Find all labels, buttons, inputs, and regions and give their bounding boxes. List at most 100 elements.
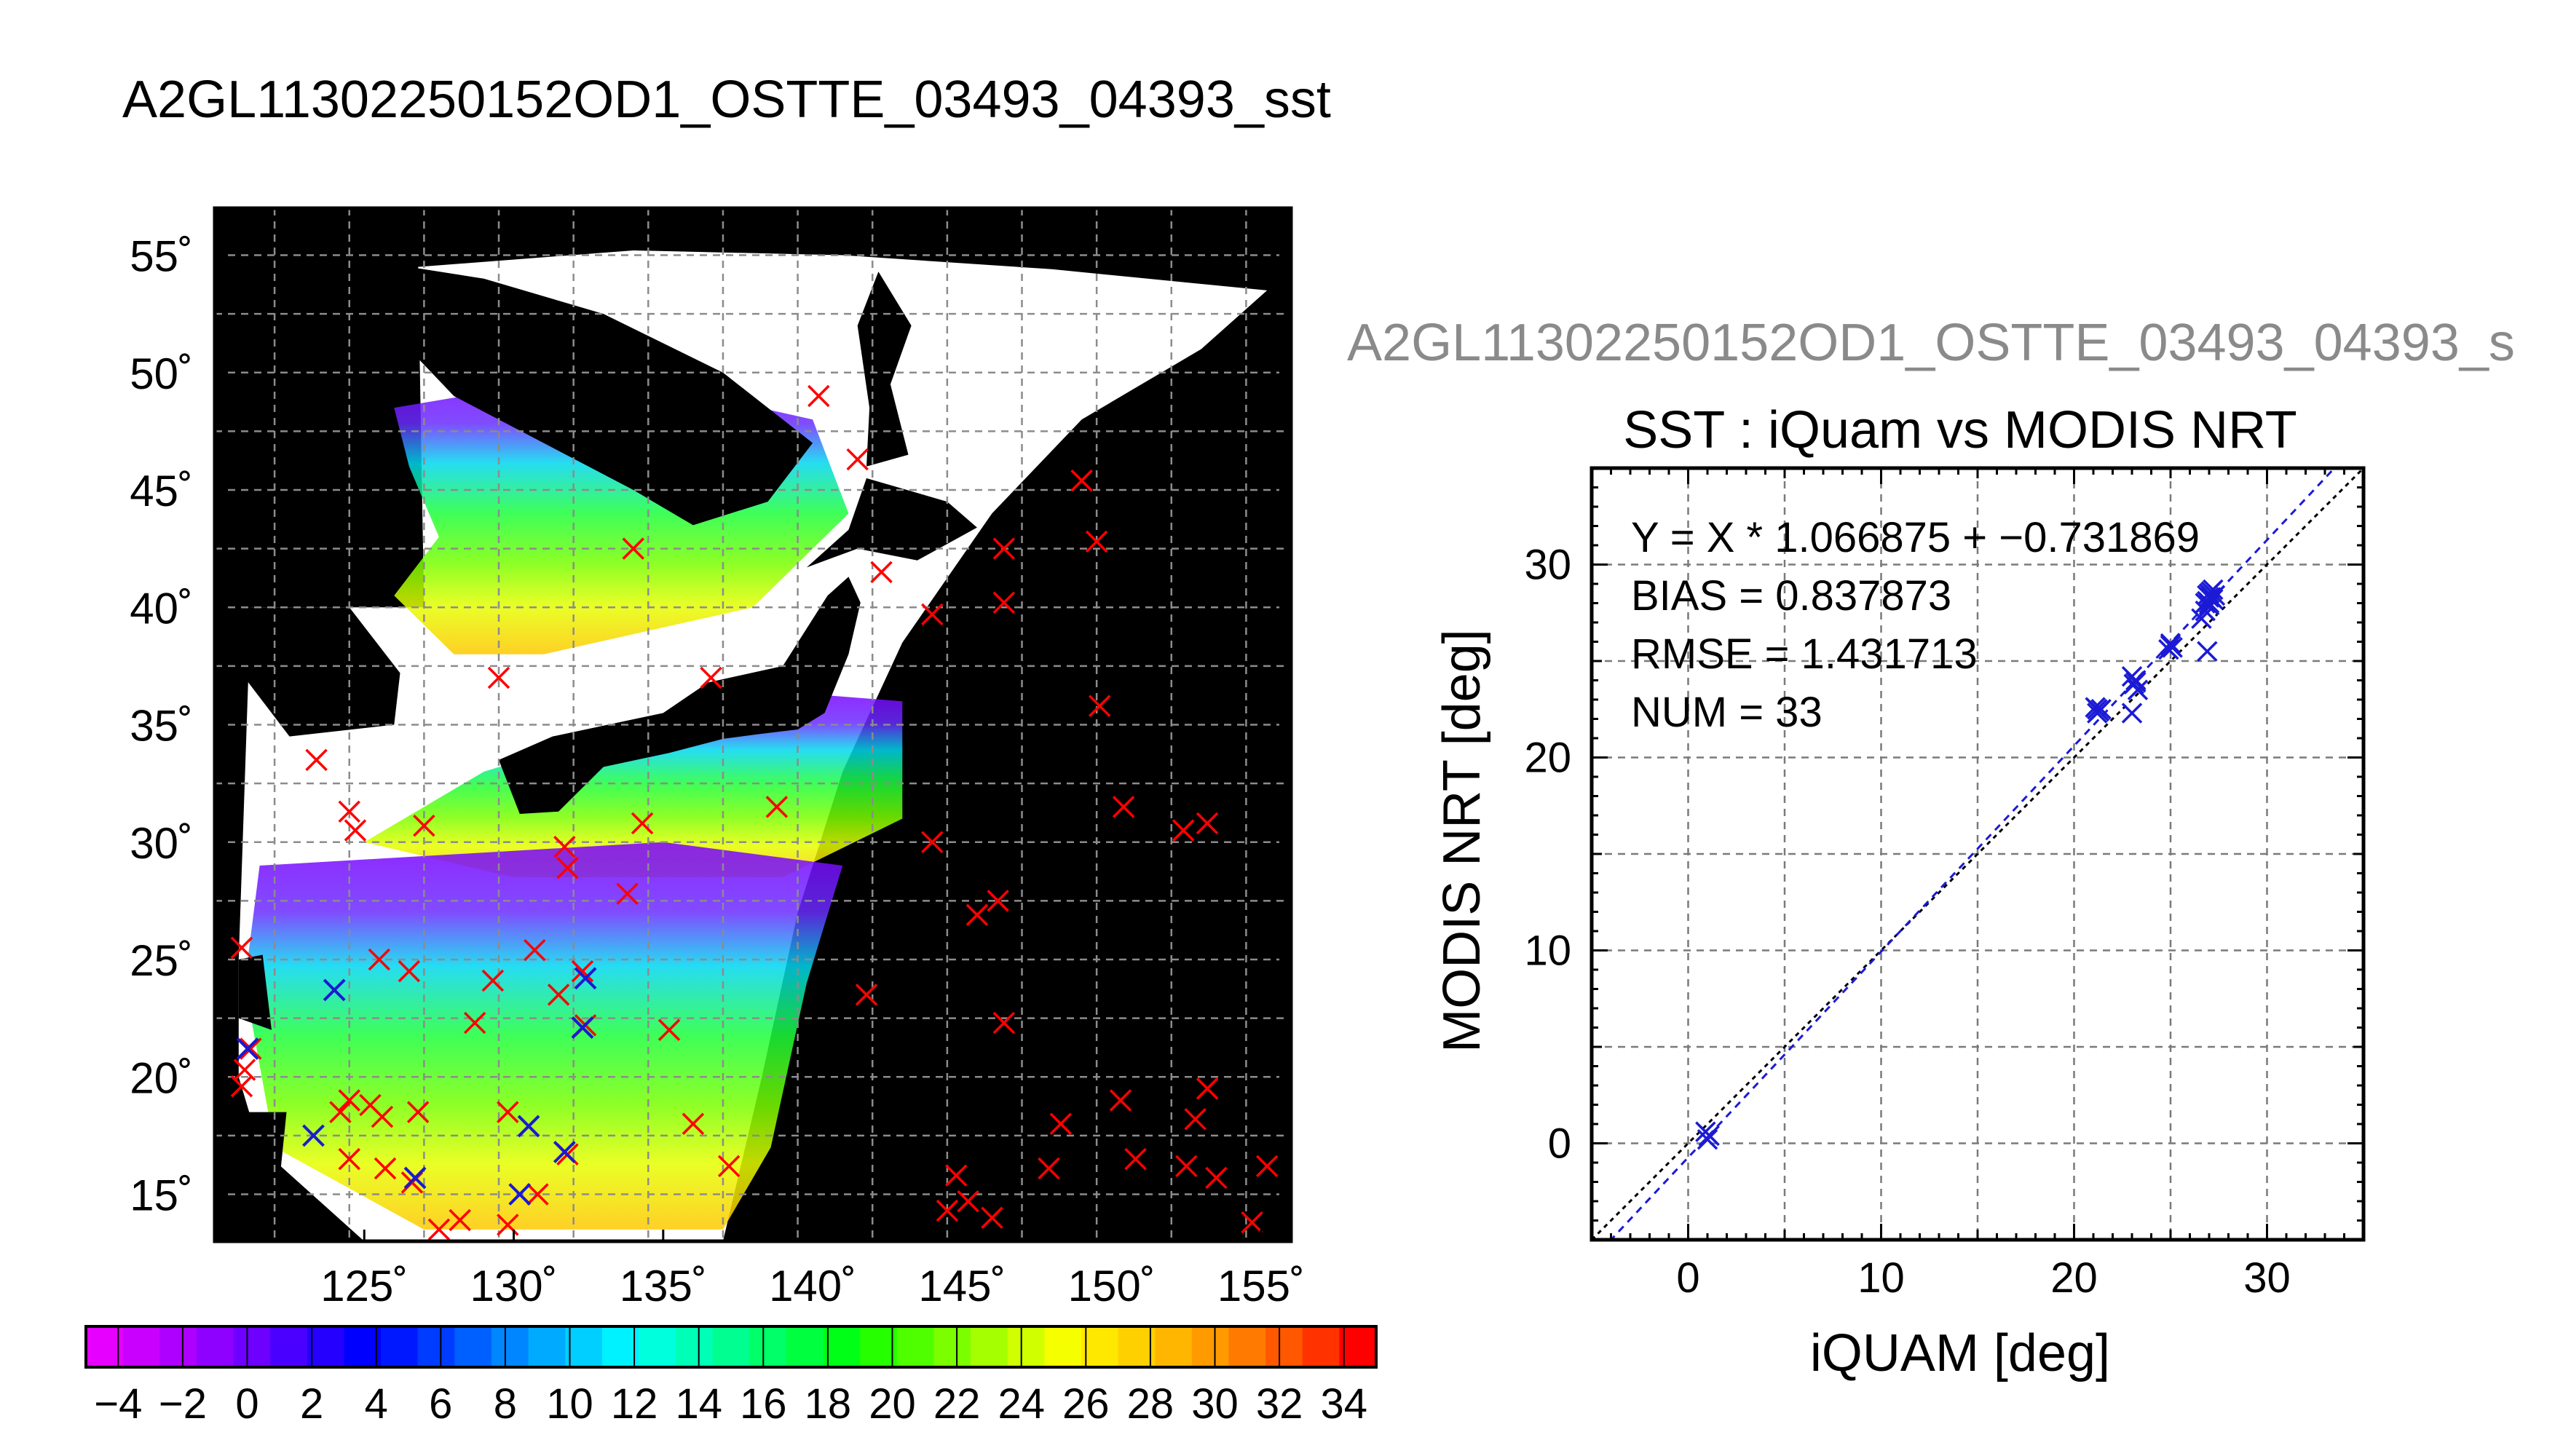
match-marker: [487, 666, 510, 689]
match-marker: [1175, 1155, 1198, 1178]
colorbar-swatch: [454, 1326, 492, 1367]
match-marker-stroke-b: [338, 1089, 360, 1112]
match-marker-stroke-b: [807, 384, 830, 408]
regression-line: [1609, 468, 2337, 1240]
scatter-point: [2125, 670, 2147, 691]
match-marker: [846, 448, 869, 471]
match-marker-stroke-b: [1172, 819, 1195, 842]
match-marker-stroke-b: [1109, 1089, 1132, 1112]
match-marker: [344, 819, 367, 842]
scatter-point-stroke-b: [2158, 638, 2179, 660]
colorbar-tick-label: 14: [675, 1380, 722, 1428]
x-tick-label: 10: [1857, 1254, 1905, 1302]
match-marker: [1172, 819, 1195, 842]
match-marker-stroke-b: [616, 882, 639, 905]
match-marker-stroke-b: [992, 537, 1016, 560]
match-marker: [371, 1105, 394, 1128]
match-marker-stroke-b: [1070, 469, 1093, 492]
match-marker-stroke-b: [981, 1206, 1003, 1229]
match-marker-stroke-b: [1196, 812, 1219, 835]
match-marker-stroke-b: [1085, 530, 1108, 553]
match-marker: [1184, 1108, 1207, 1131]
used-marker-stroke-b: [571, 1016, 594, 1039]
lat-tick-label: 25˚: [130, 936, 193, 985]
match-marker-stroke-b: [992, 591, 1016, 614]
match-marker-stroke-b: [855, 984, 878, 1006]
match-marker: [921, 831, 944, 853]
match-marker: [449, 1208, 471, 1232]
scatter-point: [2087, 703, 2108, 724]
used-marker: [403, 1166, 427, 1190]
used-marker-stroke-b: [236, 1037, 259, 1060]
y-tick-label: 30: [1524, 542, 1571, 589]
match-marker: [1070, 469, 1093, 492]
y-tick-label: 10: [1524, 927, 1571, 975]
match-marker-stroke-b: [657, 1018, 681, 1041]
match-marker-stroke-b: [556, 856, 579, 879]
lon-tick-label: 155˚: [1217, 1262, 1305, 1310]
used-marker: [508, 1183, 532, 1206]
match-marker: [368, 948, 391, 971]
colorbar-tick-label: −2: [159, 1380, 207, 1428]
match-marker: [717, 1155, 741, 1178]
colorbar-swatch: [233, 1326, 271, 1367]
scatter-point: [1697, 1128, 1718, 1150]
scatter-point-stroke-b: [2087, 703, 2108, 724]
match-marker-stroke-b: [571, 960, 594, 983]
identity-line: [1592, 468, 2364, 1240]
scatter-lines: [1592, 468, 2364, 1240]
colorbar-swatch: [676, 1326, 714, 1367]
scatter-title: SST : iQuam vs MODIS NRT: [1623, 401, 2297, 459]
used-marker: [571, 1016, 594, 1039]
match-marker: [921, 603, 944, 626]
colorbar-swatch: [528, 1326, 566, 1367]
colorbar-swatch: [1265, 1326, 1303, 1367]
match-marker: [553, 835, 576, 858]
match-marker-stroke-b: [870, 561, 893, 584]
match-marker: [987, 890, 1009, 912]
match-marker-stroke-b: [1112, 796, 1135, 818]
match-marker-stroke-b: [921, 603, 944, 626]
match-marker-stroke-b: [338, 800, 360, 823]
colorbar-tick-label: 24: [998, 1380, 1045, 1428]
y-tick-label: 20: [1524, 735, 1571, 782]
match-marker-stroke-b: [547, 984, 570, 1006]
used-marker: [302, 1124, 325, 1147]
match-marker: [957, 1190, 979, 1213]
match-marker: [1196, 812, 1219, 835]
match-marker: [427, 1218, 451, 1241]
scatter-point-stroke-b: [1695, 1121, 1716, 1142]
match-marker-stroke-b: [449, 1208, 471, 1232]
colorbar-swatch: [1081, 1326, 1119, 1367]
match-marker-stroke-b: [524, 938, 546, 962]
match-marker: [765, 796, 789, 818]
scatter-point-stroke-b: [2127, 679, 2149, 700]
y-tick-label: 0: [1548, 1120, 1571, 1168]
colorbar-swatch: [1191, 1326, 1230, 1367]
scatter-point: [2160, 633, 2181, 654]
stats-line: RMSE = 1.431713: [1631, 630, 1978, 678]
colorbar-swatch: [417, 1326, 455, 1367]
lat-tick-label: 45˚: [130, 467, 193, 515]
match-marker: [338, 800, 360, 823]
colorbar-tick-label: 6: [429, 1380, 452, 1428]
colorbar-swatch: [933, 1326, 971, 1367]
match-marker: [1241, 1211, 1263, 1234]
colorbar-swatch: [1007, 1326, 1045, 1367]
match-marker: [807, 384, 830, 408]
match-marker: [556, 856, 579, 879]
match-marker-stroke-b: [481, 969, 505, 992]
match-marker-stroke-b: [957, 1190, 979, 1213]
match-marker-stroke-b: [497, 1101, 519, 1123]
match-marker-stroke-b: [344, 819, 367, 842]
land-hokkaido: [806, 478, 977, 568]
match-marker-stroke-b: [631, 812, 654, 835]
x-tick-label: 0: [1676, 1254, 1699, 1302]
colorbar-swatch: [381, 1326, 419, 1367]
match-marker-stroke-b: [1049, 1112, 1073, 1135]
scatter-point: [2125, 671, 2147, 693]
